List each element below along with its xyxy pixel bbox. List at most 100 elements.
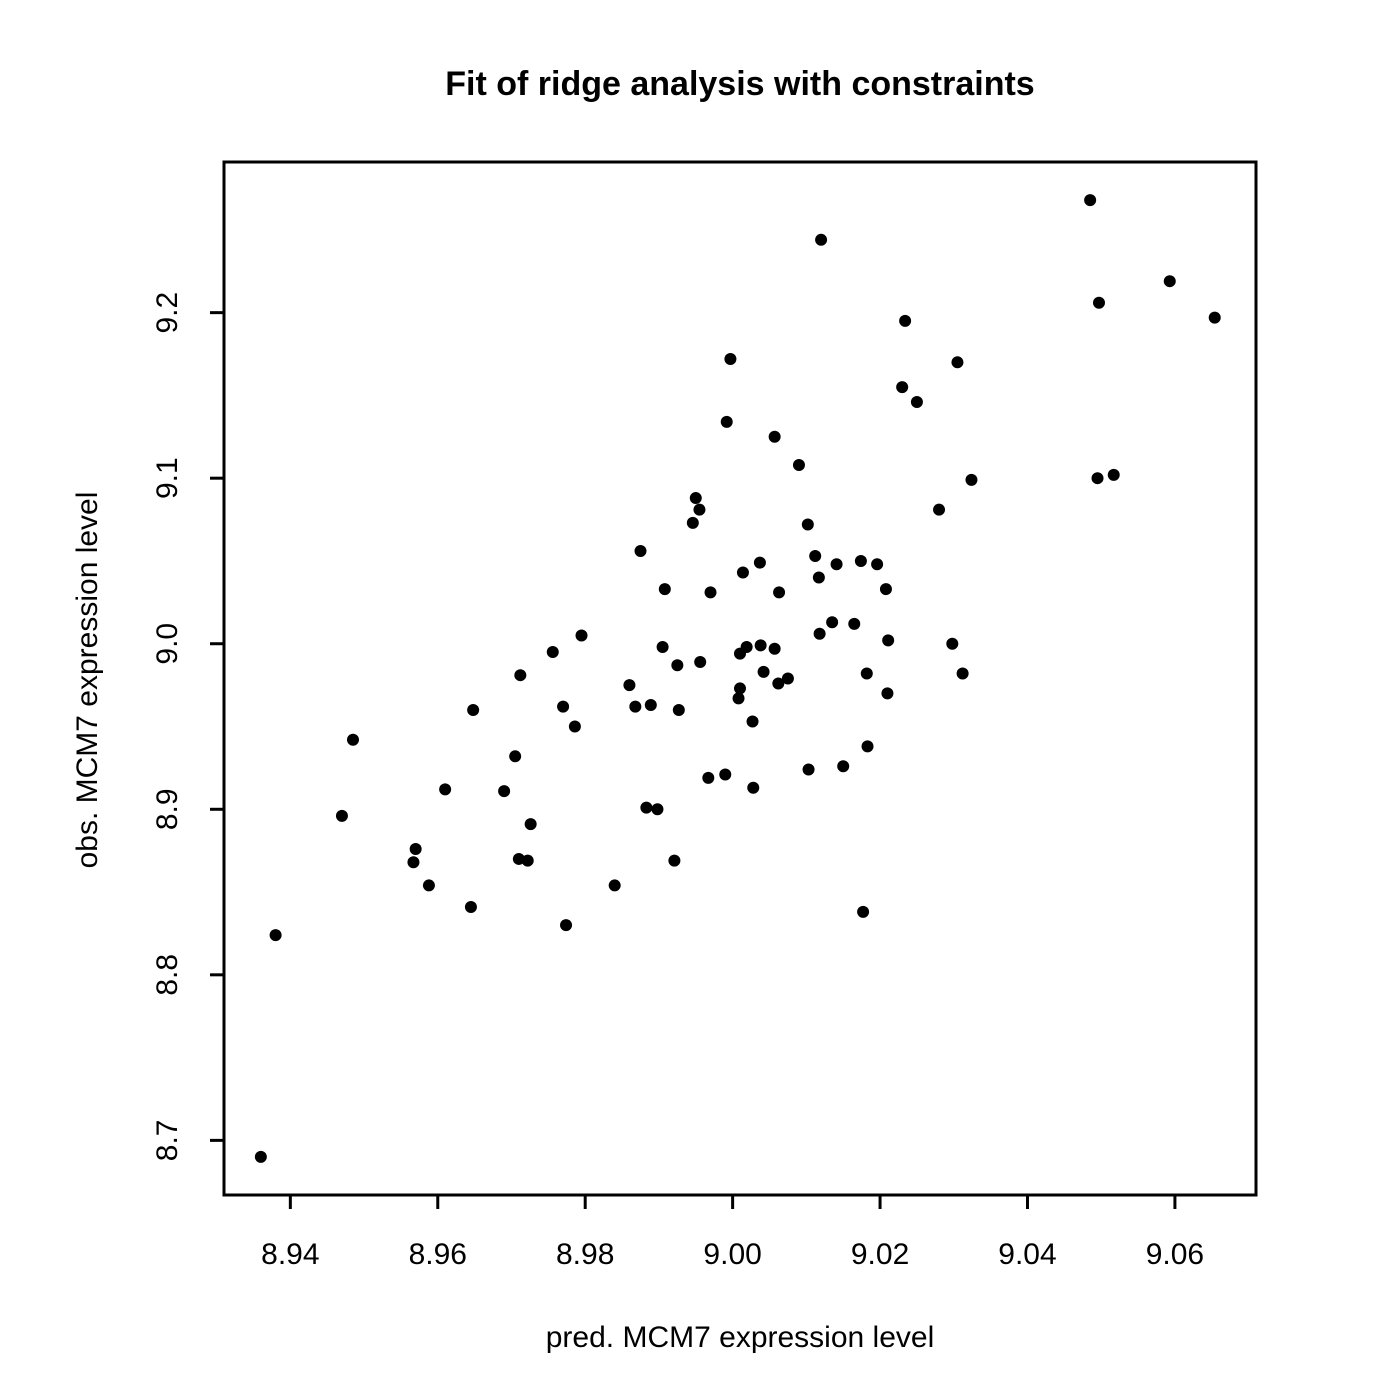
scatter-point	[781, 672, 794, 685]
scatter-point	[736, 566, 749, 579]
x-tick-label: 9.02	[851, 1238, 909, 1271]
scatter-point	[861, 740, 874, 753]
y-tick-label: 9.1	[151, 457, 184, 499]
scatter-point	[651, 803, 664, 816]
scatter-point	[509, 750, 522, 763]
scatter-point	[1208, 311, 1221, 324]
scatter-point	[881, 687, 894, 700]
scatter-point	[560, 919, 573, 932]
scatter-point	[1084, 194, 1097, 207]
scatter-point	[815, 233, 828, 246]
scatter-point	[734, 682, 746, 695]
scatter-point	[702, 771, 715, 784]
scatter-point	[768, 430, 781, 443]
x-tick-label: 8.94	[261, 1238, 319, 1271]
scatter-point	[347, 733, 359, 746]
scatter-point	[524, 818, 537, 831]
scatter-point	[407, 856, 420, 869]
x-tick-label: 8.96	[409, 1238, 467, 1271]
data-points	[254, 194, 1221, 1163]
scatter-point	[575, 629, 588, 642]
scatter-point	[269, 929, 282, 942]
scatter-point	[879, 583, 892, 596]
y-axis-label: obs. MCM7 expression level	[71, 492, 104, 869]
x-axis: 8.94 8.96 8.98 9.00 9.02 9.04 9.06	[261, 1195, 1204, 1271]
scatter-point	[740, 641, 753, 654]
y-tick-label: 8.8	[151, 954, 184, 996]
scatter-point	[720, 415, 733, 428]
scatter-point	[671, 659, 684, 672]
y-tick-label: 8.7	[151, 1120, 184, 1162]
scatter-point	[686, 516, 699, 529]
scatter-point	[860, 667, 873, 680]
scatter-point	[747, 781, 760, 794]
scatter-point	[837, 760, 850, 773]
scatter-point	[896, 381, 909, 394]
scatter-point	[813, 627, 826, 640]
scatter-point	[753, 556, 766, 569]
x-tick-label: 8.98	[556, 1238, 614, 1271]
scatter-point	[882, 634, 895, 647]
y-tick-label: 8.9	[151, 788, 184, 830]
scatter-point	[1163, 275, 1176, 288]
scatter-point	[946, 637, 959, 650]
scatter-point	[1091, 472, 1104, 485]
scatter-point	[951, 356, 964, 369]
scatter-point	[335, 809, 348, 822]
scatter-point	[724, 352, 737, 365]
scatter-point	[910, 396, 923, 409]
chart-title: Fit of ridge analysis with constraints	[445, 65, 1034, 103]
scatter-point	[857, 905, 870, 918]
scatter-point	[899, 314, 912, 327]
scatter-point	[422, 879, 435, 892]
scatter-point	[854, 554, 867, 567]
scatter-point	[802, 763, 815, 776]
scatter-point	[672, 703, 685, 716]
scatter-point	[464, 900, 477, 913]
y-tick-label: 9.0	[151, 623, 184, 665]
scatter-point	[830, 558, 843, 571]
scatter-point	[409, 843, 422, 856]
scatter-point	[809, 549, 822, 562]
scatter-point	[521, 854, 534, 867]
scatter-point	[801, 518, 814, 531]
scatter-point	[1092, 296, 1105, 309]
scatter-point	[1107, 468, 1120, 481]
scatter-point	[746, 715, 759, 728]
scatter-point	[640, 801, 653, 814]
scatter-point	[719, 768, 732, 781]
scatter-point	[467, 703, 480, 716]
scatter-point	[757, 665, 770, 678]
scatter-point	[768, 642, 781, 655]
scatter-point	[826, 616, 839, 629]
x-tick-label: 9.06	[1146, 1238, 1204, 1271]
y-axis: 8.7 8.8 8.9 9.0 9.1 9.2	[151, 292, 224, 1161]
scatter-point	[792, 458, 805, 471]
x-tick-label: 9.00	[703, 1238, 761, 1271]
scatter-point	[956, 667, 969, 680]
scatter-point	[689, 492, 702, 505]
scatter-point	[812, 571, 825, 584]
scatter-point	[656, 641, 669, 654]
scatter-point	[644, 698, 657, 711]
scatter-point	[704, 586, 717, 599]
scatter-point	[254, 1150, 267, 1163]
scatter-point	[629, 700, 642, 713]
scatter-point	[608, 879, 621, 892]
scatter-point	[694, 655, 707, 668]
scatter-point	[514, 669, 527, 682]
scatter-point	[848, 617, 861, 630]
y-tick-label: 9.2	[151, 292, 184, 334]
scatter-point	[732, 692, 745, 705]
scatter-point	[965, 473, 978, 486]
scatter-point	[623, 679, 636, 692]
scatter-point	[658, 583, 671, 596]
scatter-point	[933, 503, 946, 516]
scatter-point	[772, 677, 785, 690]
scatter-point	[557, 700, 570, 713]
scatter-point	[568, 720, 581, 733]
scatter-point	[546, 646, 559, 659]
scatter-point	[693, 503, 706, 516]
